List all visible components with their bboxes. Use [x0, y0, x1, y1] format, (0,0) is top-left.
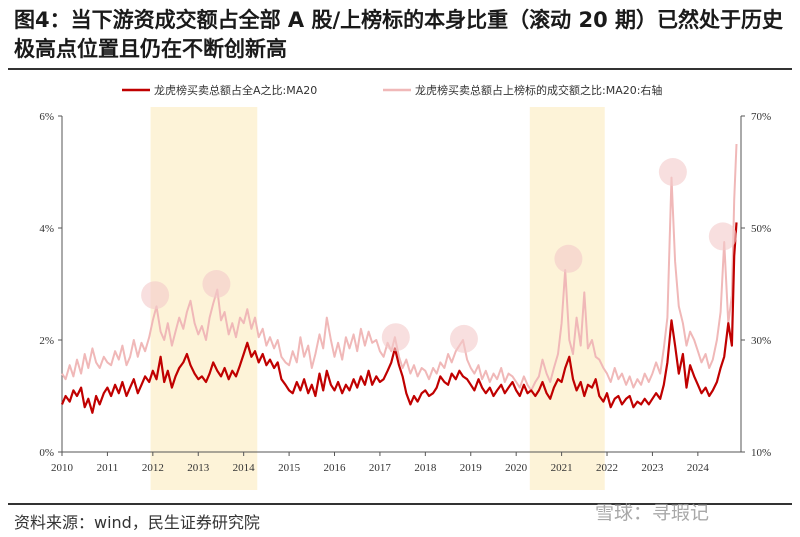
- x-tick-label: 2016: [324, 462, 347, 474]
- x-tick-label: 2024: [687, 462, 710, 474]
- highlight-circle-1: [141, 281, 170, 310]
- legend-label-right-series: 龙虎榜买卖总额占上榜标的成交额之比:MA20:右轴: [415, 83, 662, 97]
- x-tick-label: 2013: [187, 462, 210, 474]
- x-tick-label: 2014: [233, 462, 256, 474]
- highlight-circle-3: [381, 323, 410, 352]
- right-tick-label: 30%: [751, 335, 771, 347]
- x-tick-label: 2017: [369, 462, 392, 474]
- x-tick-label: 2022: [596, 462, 618, 474]
- highlight-circle-2: [202, 270, 231, 298]
- left-tick-label: 6%: [39, 111, 54, 123]
- title-rule: [8, 68, 792, 70]
- highlight-circle-5: [554, 244, 583, 273]
- right-tick-label: 10%: [751, 447, 771, 459]
- series-line-left-axis: [60, 222, 738, 414]
- source-note: 资料来源：wind，民生证券研究院: [14, 513, 260, 532]
- highlight-circle-6: [658, 158, 687, 186]
- left-tick-label: 4%: [39, 223, 54, 235]
- series-line-right-axis: [61, 143, 738, 392]
- x-tick-label: 2015: [278, 462, 301, 474]
- source-rule: [8, 503, 792, 505]
- legend-label-left-series: 龙虎榜买卖总额占全A之比:MA20: [154, 83, 317, 97]
- x-tick-label: 2011: [97, 462, 119, 474]
- x-tick-label: 2012: [142, 462, 164, 474]
- watermark: 雪球：寻瑕记: [595, 502, 710, 524]
- x-tick-label: 2023: [641, 462, 664, 474]
- left-tick-label: 2%: [39, 335, 54, 347]
- x-tick-label: 2019: [460, 462, 483, 474]
- figure-title: 图4：当下游资成交额占全部 A 股/上榜标的本身比重（滚动 20 期）已然处于历…: [14, 8, 783, 61]
- highlight-circle-7: [708, 222, 737, 251]
- right-tick-label: 50%: [751, 223, 771, 235]
- x-tick-label: 2018: [414, 462, 437, 474]
- right-tick-label: 70%: [751, 111, 771, 123]
- highlight-circle-4: [449, 324, 478, 353]
- x-tick-label: 2020: [505, 462, 528, 474]
- left-tick-label: 0%: [39, 447, 54, 459]
- x-tick-label: 2021: [551, 462, 573, 474]
- x-tick-label: 2010: [51, 462, 74, 474]
